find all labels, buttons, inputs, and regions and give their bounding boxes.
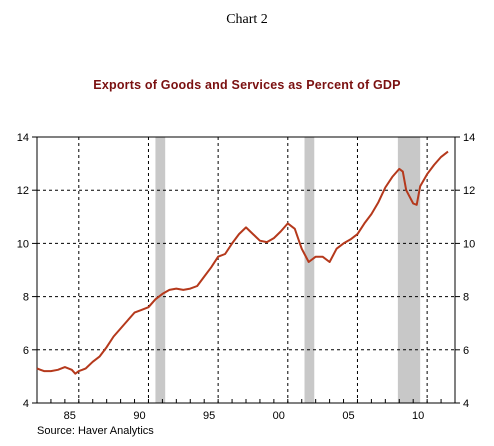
- recession-band: [304, 137, 315, 403]
- series-line-0: [36, 150, 449, 375]
- y-tick-label-left: 14: [17, 132, 29, 144]
- tick-labels: 4 4 6 6 8 8 10 10 12 12 14 14 85 90 95 00 05 10: [17, 132, 476, 422]
- y-tick-label-right: 4: [463, 398, 469, 410]
- x-tick-label: 85: [64, 410, 76, 422]
- y-tick-label-left: 12: [17, 185, 29, 197]
- recession-band: [155, 137, 166, 403]
- y-tick-label-right: 14: [463, 132, 475, 144]
- series: [36, 150, 449, 375]
- source-note: Source: Haver Analytics: [37, 425, 154, 437]
- recession-band: [397, 137, 421, 403]
- grid: [37, 137, 455, 403]
- y-tick-label-left: 8: [23, 292, 29, 304]
- chart-label: Chart 2: [226, 12, 268, 27]
- y-tick-label-right: 12: [463, 185, 475, 197]
- x-tick-label: 95: [203, 410, 215, 422]
- y-tick-label-right: 6: [463, 345, 469, 357]
- y-tick-label-left: 10: [17, 238, 29, 250]
- x-tick-label: 05: [342, 410, 354, 422]
- x-tick-label: 90: [133, 410, 145, 422]
- y-tick-label-right: 10: [463, 238, 475, 250]
- y-tick-label-left: 4: [23, 398, 29, 410]
- y-tick-label-right: 8: [463, 292, 469, 304]
- plot-frame: [36, 136, 456, 404]
- x-tick-label: 00: [273, 410, 285, 422]
- chart-title: Exports of Goods and Services as Percent…: [93, 78, 401, 92]
- x-tick-label: 10: [412, 410, 424, 422]
- y-tick-label-left: 6: [23, 345, 29, 357]
- axes: [32, 136, 460, 404]
